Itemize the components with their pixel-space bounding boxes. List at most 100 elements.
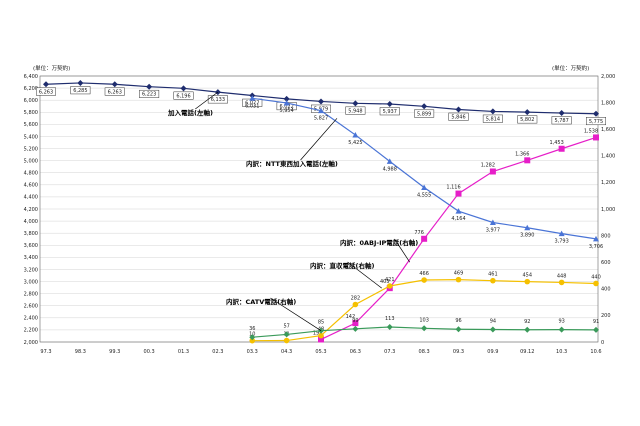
data-point: [455, 190, 462, 197]
data-label: 4,164: [451, 216, 465, 222]
left-tick-label: 3,600: [24, 243, 38, 249]
data-label: 5,814: [486, 116, 500, 122]
left-tick-label: 6,400: [24, 74, 38, 80]
data-point: [146, 83, 153, 90]
data-label: 36: [249, 326, 255, 332]
data-label: 5,937: [383, 109, 397, 115]
data-label: 99: [352, 318, 358, 324]
right-tick-label: 0: [601, 340, 604, 346]
data-point: [455, 276, 462, 283]
data-point: [421, 184, 428, 191]
data-point: [489, 168, 496, 175]
data-point: [489, 219, 496, 225]
right-tick-label: 600: [601, 260, 611, 266]
data-label: 421: [385, 277, 395, 283]
data-label: 4,555: [417, 193, 431, 199]
data-point: [558, 145, 565, 152]
data-point: [283, 331, 290, 338]
data-label: 3,706: [589, 244, 603, 250]
data-label: 57: [283, 323, 289, 329]
data-label: 405: [380, 279, 390, 285]
data-label: 776: [414, 230, 424, 236]
leader-line: [270, 297, 322, 331]
annotation-label: 内訳：NTT東西加入電話(左軸): [246, 159, 338, 168]
x-tick-label: 04.3: [281, 349, 292, 355]
data-point: [489, 108, 496, 115]
data-label: 1,282: [481, 162, 495, 168]
data-label: 282: [351, 295, 361, 301]
data-point: [558, 110, 565, 117]
x-tick-label: 09.12: [520, 349, 534, 355]
data-point: [318, 332, 324, 339]
right-axis-ticks: 0 200 400 600 800 1,000 1,200 1,400 1,600 1,800 2,…: [601, 74, 615, 346]
right-tick-label: 1,000: [601, 207, 615, 213]
left-axis-unit: (単位：万契約): [33, 64, 70, 72]
leader-line: [300, 118, 338, 161]
left-tick-label: 2,800: [24, 291, 38, 297]
data-point: [249, 337, 256, 344]
data-label: 1,366: [515, 151, 529, 157]
data-point: [558, 230, 565, 237]
x-axis-ticks: 97.3 98.3 99.3 00.3 01.3 02.3 03.3 04.3 05.3 06.3…: [40, 349, 601, 355]
left-tick-label: 6,000: [24, 98, 38, 104]
data-label: 5,846: [451, 114, 465, 120]
left-tick-label: 4,600: [24, 183, 38, 189]
data-label: 5,775: [589, 119, 603, 125]
data-point: [421, 103, 428, 110]
data-label-box: [586, 117, 606, 126]
left-tick-label: 5,200: [24, 146, 38, 152]
left-tick-label: 4,200: [24, 207, 38, 213]
left-tick-label: 2,000: [24, 340, 38, 346]
data-point: [43, 81, 49, 88]
left-tick-label: 3,400: [24, 255, 38, 261]
data-label: 6,031: [245, 103, 259, 109]
data-label: 461: [488, 272, 498, 278]
data-label: 91: [593, 319, 599, 325]
left-tick-label: 5,800: [24, 110, 38, 116]
data-point: [455, 326, 462, 333]
data-label: 85: [318, 320, 324, 326]
data-point: [111, 81, 118, 88]
data-point: [524, 109, 531, 116]
data-label: 3,977: [486, 227, 500, 233]
right-tick-label: 800: [601, 233, 611, 239]
data-point: [352, 100, 359, 107]
data-label: 92: [524, 319, 530, 325]
data-label: 93: [558, 319, 564, 325]
left-tick-label: 5,600: [24, 122, 38, 128]
data-point: [77, 79, 84, 86]
data-point: [249, 334, 256, 341]
data-point: [593, 280, 599, 287]
data-point: [180, 85, 187, 92]
x-tick-label: 98.3: [75, 349, 86, 355]
data-point: [249, 95, 256, 101]
data-label-box: [517, 115, 538, 124]
data-label: 1,116: [446, 185, 460, 191]
data-label: 6,263: [108, 89, 122, 95]
left-tick-label: 3,000: [24, 279, 38, 285]
left-tick-label: 3,200: [24, 267, 38, 273]
x-tick-label: 00.3: [144, 349, 155, 355]
series-4: 36 57 85 99 113 103 96 94 92 93 91: [249, 316, 599, 341]
x-tick-label: 09.9: [487, 349, 498, 355]
data-point: [490, 277, 496, 284]
data-point: [593, 134, 599, 141]
data-label: 5,425: [348, 140, 362, 146]
x-tick-label: 99.3: [109, 349, 120, 355]
data-label: 5,954: [279, 108, 293, 114]
left-tick-label: 4,800: [24, 171, 38, 177]
annotations: 加入電話(左軸) 内訳：NTT東西加入電話(左軸) 内訳：0ABJ-IP電話(右軸)…: [167, 91, 418, 331]
data-label-box: [414, 109, 435, 118]
data-point: [386, 100, 393, 107]
data-label: 6,196: [176, 93, 190, 99]
data-point: [386, 283, 393, 289]
annotation-label: 内訳：CATV電話(右軸): [226, 297, 296, 306]
data-label-box: [345, 106, 366, 115]
right-tick-label: 200: [601, 313, 611, 319]
annotation-label: 加入電話(左軸): [167, 108, 213, 117]
left-tick-label: 5,000: [24, 158, 38, 164]
leader-line: [195, 91, 219, 110]
series-2: 19 142 405 776 1,116 1,282 1,366 1,453 1,538: [313, 128, 599, 343]
data-label-box: [70, 86, 91, 95]
left-tick-label: 5,400: [24, 134, 38, 140]
